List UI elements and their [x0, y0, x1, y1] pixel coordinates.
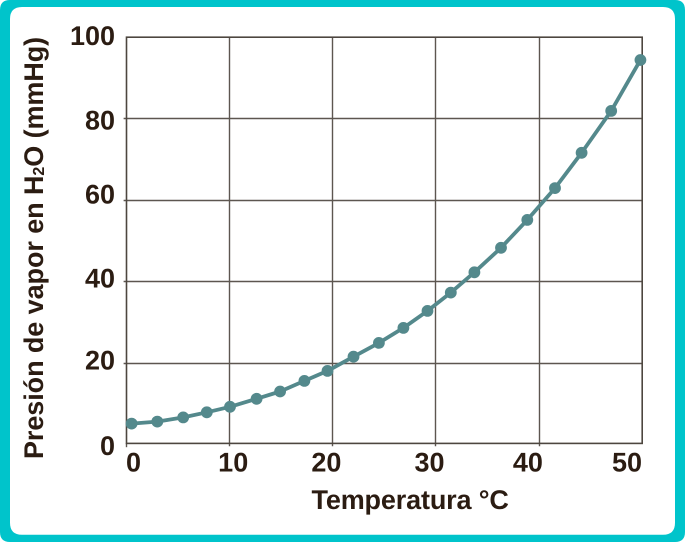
svg-text:100: 100 [70, 21, 115, 51]
svg-text:50: 50 [612, 448, 642, 478]
svg-text:30: 30 [414, 448, 444, 478]
svg-text:80: 80 [85, 106, 115, 136]
svg-text:0: 0 [126, 448, 141, 478]
svg-text:60: 60 [85, 179, 115, 209]
svg-text:20: 20 [85, 346, 115, 376]
svg-text:Presión de vapor en H2O (mmHg): Presión de vapor en H2O (mmHg) [19, 37, 49, 459]
svg-text:0: 0 [100, 431, 115, 461]
svg-text:40: 40 [513, 448, 543, 478]
svg-text:Temperatura °C: Temperatura °C [312, 485, 509, 515]
svg-text:10: 10 [218, 448, 248, 478]
svg-text:20: 20 [311, 448, 341, 478]
svg-text:40: 40 [85, 264, 115, 294]
